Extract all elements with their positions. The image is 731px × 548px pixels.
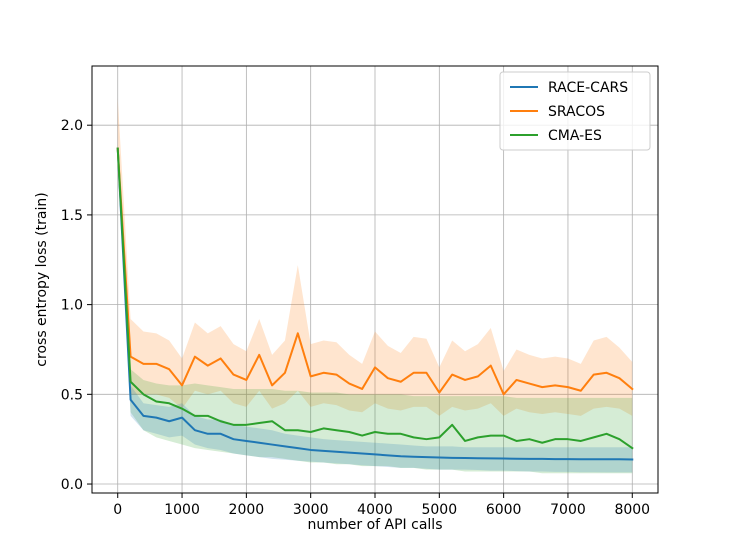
x-tick-label-0: 0 [113,502,122,518]
sracos-band [117,98,633,416]
x-axis-ticks: 0 1000 2000 3000 4000 5000 6000 7000 8000 [113,493,650,518]
x-tick-label-3: 3000 [293,502,329,518]
y-tick-label-2: 1.0 [61,298,83,314]
legend: RACE-CARS SRACOS CMA-ES [499,71,651,151]
cma-es-line [116,147,634,450]
legend-label-sracos: SRACOS [548,104,605,120]
x-tick-label-7: 7000 [550,502,586,518]
x-tick-label-5: 5000 [421,502,457,518]
x-tick-label-8: 8000 [614,502,650,518]
x-tick-label-6: 6000 [486,502,522,518]
legend-label-race-cars: RACE-CARS [548,80,628,96]
y-tick-label-4: 2.0 [61,118,83,134]
confidence-bands [117,98,633,474]
y-axis-ticks: 0.0 0.5 1.0 1.5 2.0 [61,118,92,493]
race-cars-line [116,147,634,461]
legend-box [499,71,651,151]
legend-items: RACE-CARS SRACOS CMA-ES [510,80,628,144]
y-tick-label-0: 0.0 [61,477,83,493]
y-tick-label-3: 1.5 [61,208,83,224]
y-tick-label-1: 0.5 [61,387,83,403]
y-axis-label: cross entropy loss (train) [34,192,50,366]
x-tick-label-4: 4000 [357,502,393,518]
series-lines [116,147,634,461]
sracos-line [116,147,634,396]
x-axis-label: number of API calls [308,517,443,533]
cma-es-band [117,148,633,474]
x-tick-label-2: 2000 [229,502,265,518]
legend-label-cma-es: CMA-ES [548,128,602,144]
x-tick-label-1: 1000 [164,502,200,518]
